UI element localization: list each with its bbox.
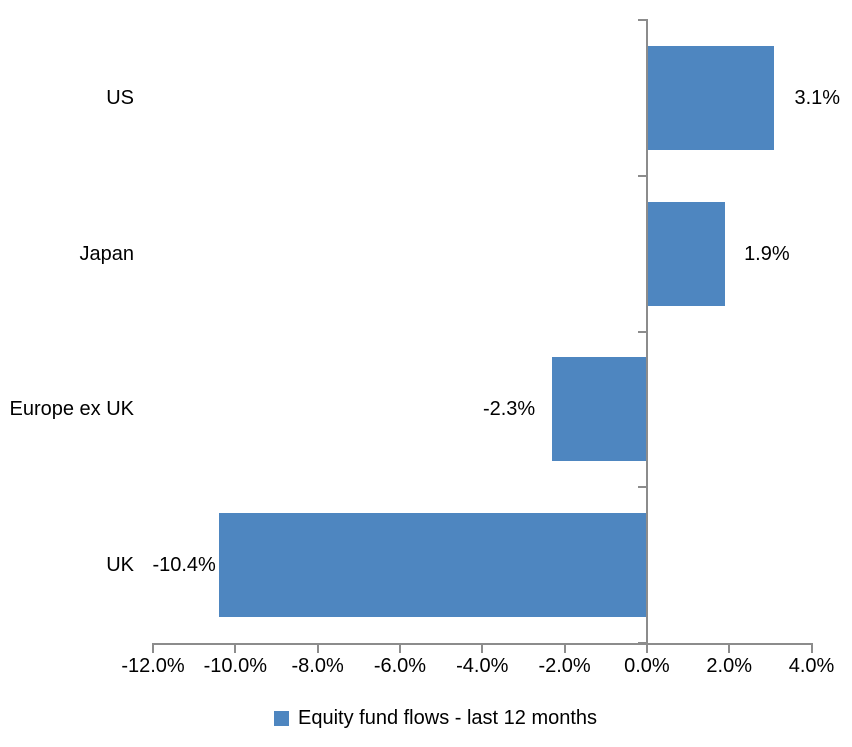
data-label-japan: 1.9%: [744, 242, 790, 265]
legend: Equity fund flows - last 12 months: [274, 703, 597, 733]
value-axis-label--4-0-: -4.0%: [456, 655, 509, 677]
value-axis-tick-0: [152, 643, 154, 653]
category-label-us: US: [106, 86, 134, 109]
value-axis-label-0-0-: 0.0%: [624, 655, 670, 677]
bar-japan: [646, 201, 726, 306]
value-axis-tick-3: [398, 643, 401, 653]
value-axis-label--6-0-: -6.0%: [373, 655, 427, 677]
category-label-uk: UK: [106, 554, 134, 577]
value-axis-label--10-0-: -10.0%: [203, 655, 267, 677]
category-axis-tick-0: [637, 19, 647, 21]
value-axis-tick-1: [234, 643, 237, 653]
category-axis-tick-4: [637, 642, 647, 644]
value-axis-tick-5: [563, 643, 566, 653]
value-axis-tick-4: [481, 643, 484, 653]
category-label-japan: Japan: [79, 242, 135, 265]
value-axis-label--8-0-: -8.0%: [291, 655, 344, 677]
category-axis-tick-2: [637, 330, 647, 333]
value-axis-tick-7: [728, 643, 731, 653]
bar-uk: [218, 513, 647, 618]
data-label-europe-ex-uk: -2.3%: [482, 398, 536, 421]
value-axis-label--2-0-: -2.0%: [538, 655, 591, 677]
category-axis-line: [645, 19, 648, 652]
bar-us: [646, 45, 775, 150]
value-axis-tick-6: [645, 643, 648, 653]
legend-swatch-icon: [274, 710, 289, 726]
value-axis-label-2-0-: 2.0%: [706, 655, 752, 677]
category-axis-tick-1: [637, 174, 647, 177]
legend-label: Equity fund flows - last 12 months: [298, 706, 598, 729]
category-axis-tick-3: [637, 486, 647, 489]
data-label-us: 3.1%: [794, 86, 841, 109]
value-axis-tick-8: [810, 643, 813, 653]
data-label-uk: -10.4%: [152, 554, 216, 577]
category-label-europe-ex-uk: Europe ex UK: [9, 398, 134, 421]
value-axis-tick-2: [316, 643, 319, 653]
value-axis-label-4-0-: 4.0%: [788, 655, 835, 677]
bar-europe-ex-uk: [552, 357, 647, 462]
value-axis-label--12-0-: -12.0%: [121, 655, 185, 677]
